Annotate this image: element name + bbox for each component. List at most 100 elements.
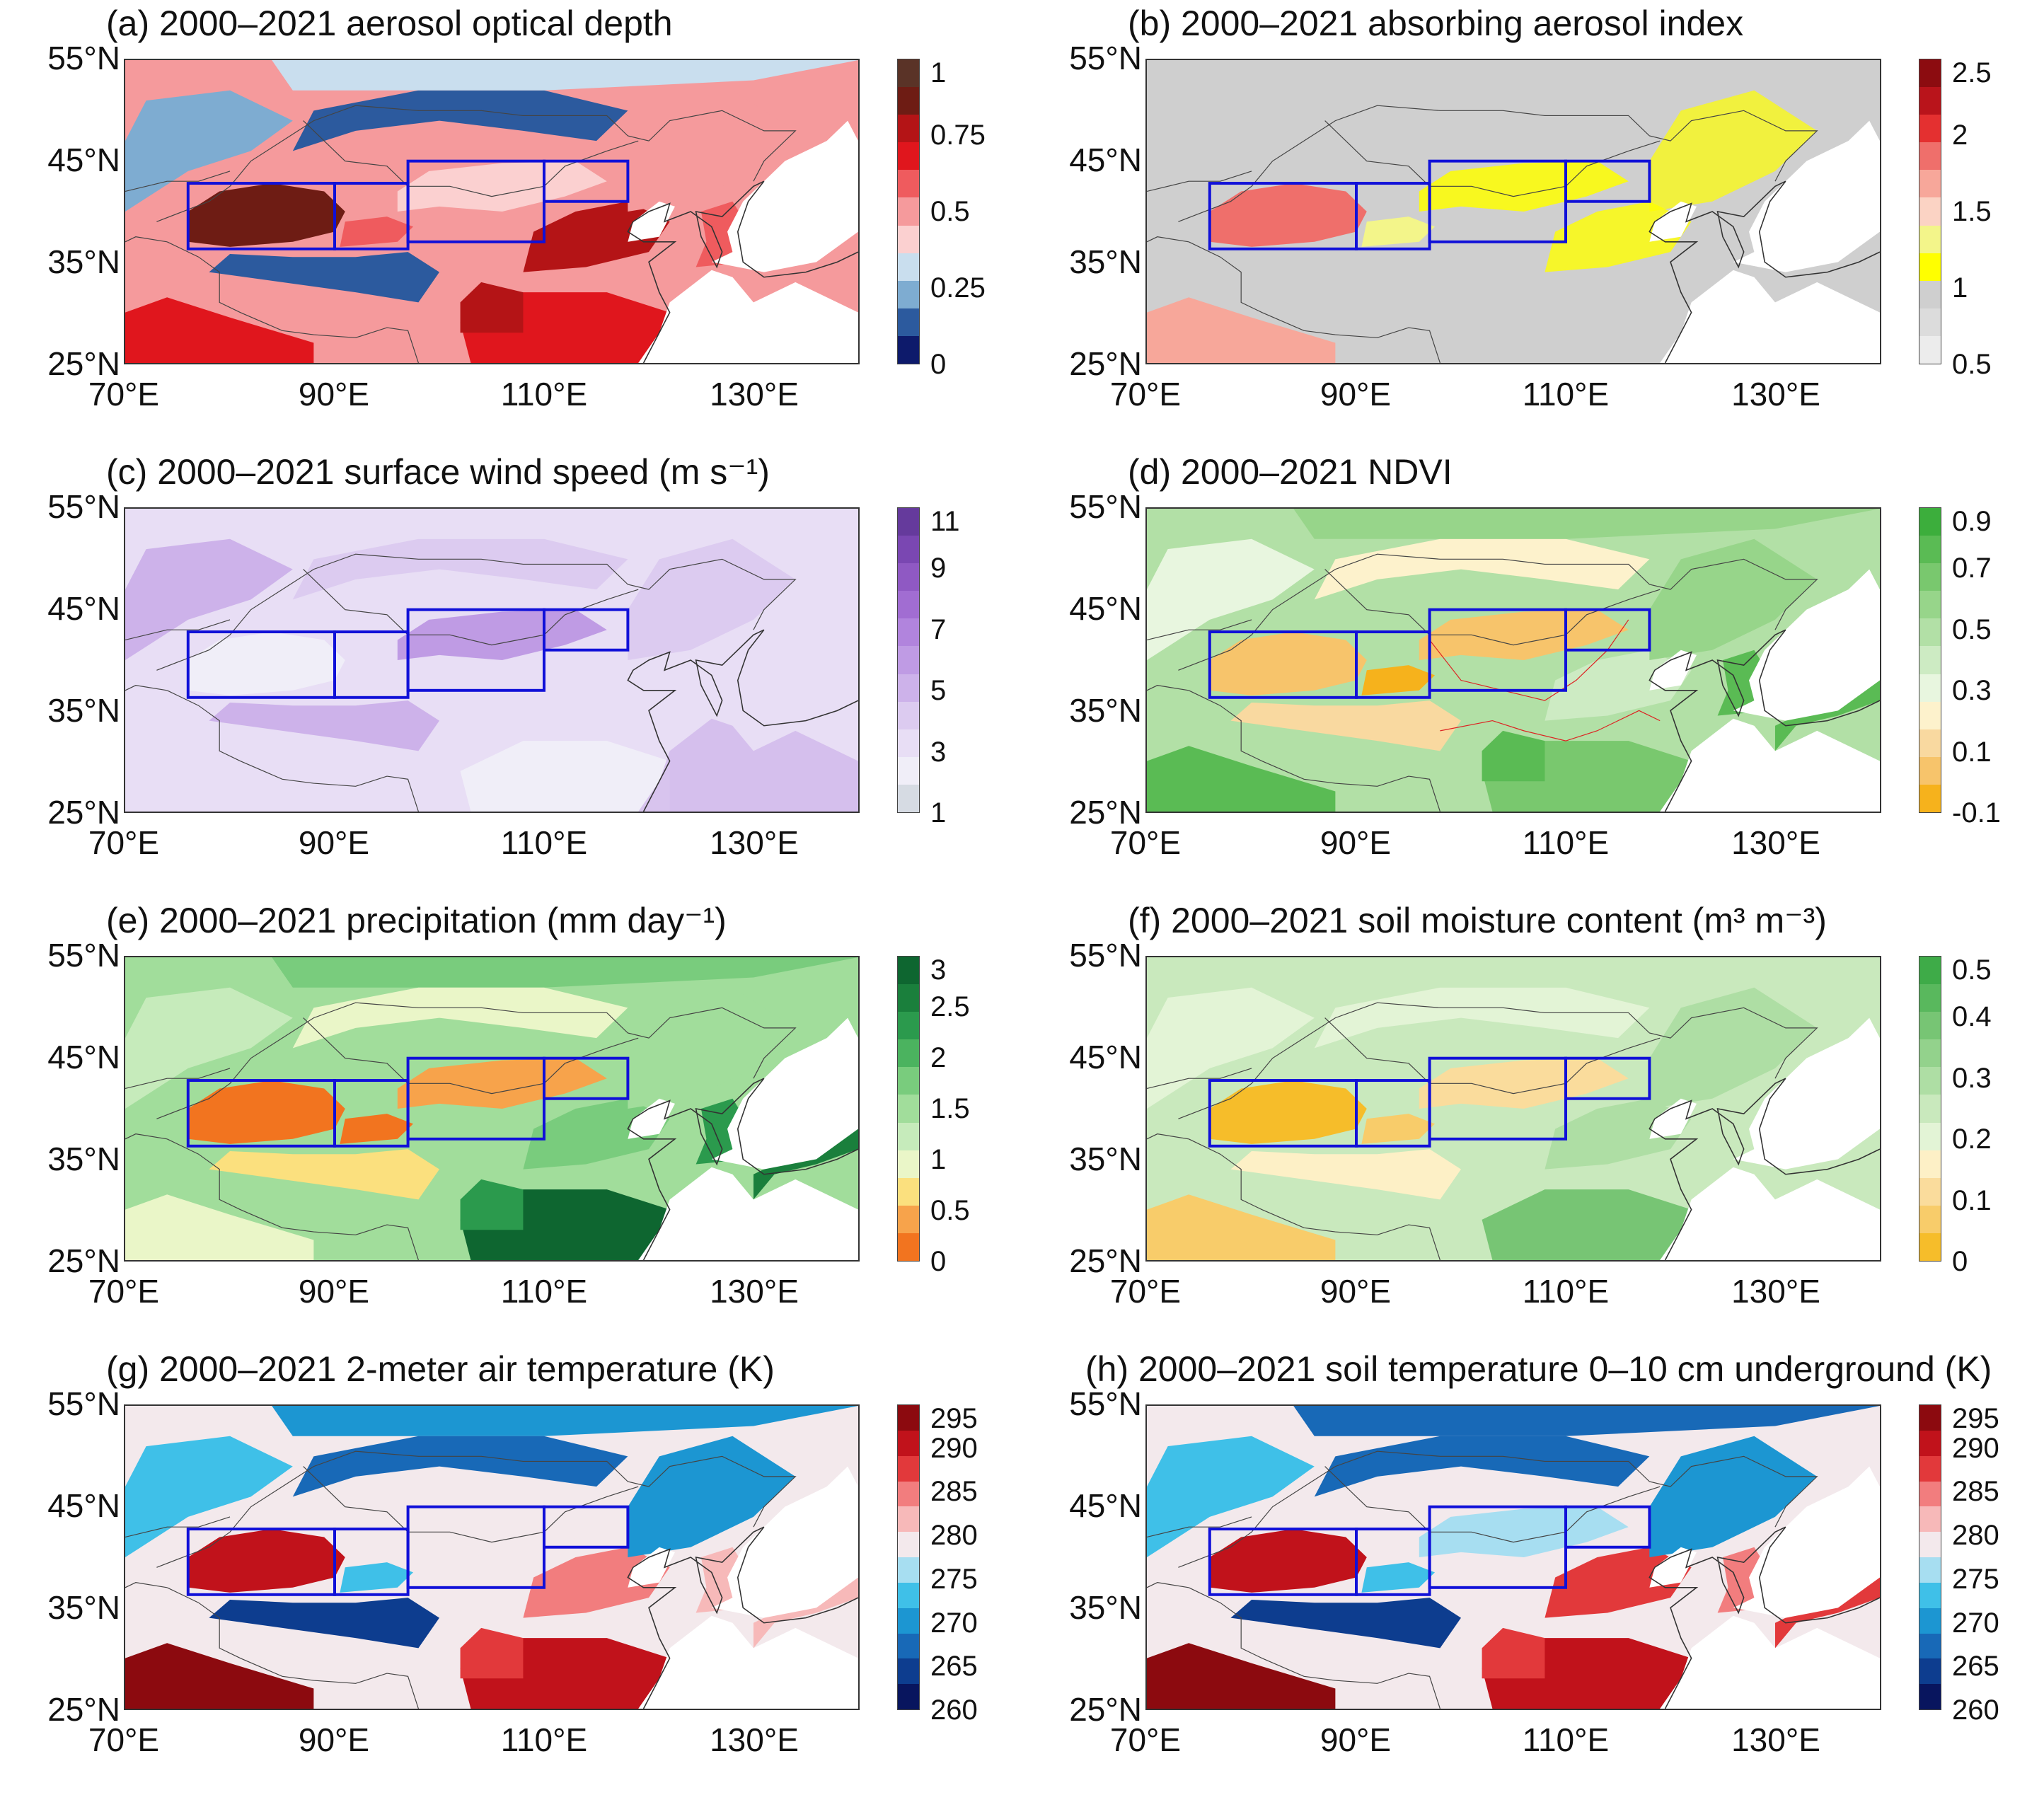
field-mongolia bbox=[292, 987, 628, 1049]
colorbar-segment bbox=[898, 1067, 919, 1095]
lon-tick-label: 90°E bbox=[1320, 824, 1392, 861]
field-tarim bbox=[187, 1080, 345, 1144]
study-region-box bbox=[543, 608, 630, 652]
lon-tick-label: 110°E bbox=[500, 1721, 588, 1758]
lat-tick-label: 45°N bbox=[1069, 1039, 1142, 1075]
ocean-sea1 bbox=[1660, 1615, 1880, 1709]
lat-tick-label: 35°N bbox=[47, 692, 120, 729]
field-gobi bbox=[397, 1058, 607, 1109]
ocean-sea2 bbox=[1649, 650, 1697, 691]
map-field bbox=[1147, 509, 1880, 812]
country-border bbox=[156, 105, 797, 222]
field-nchina bbox=[1544, 201, 1692, 272]
map-area bbox=[1145, 956, 1881, 1262]
map-field bbox=[1147, 60, 1880, 363]
colorbar-segment bbox=[1919, 507, 1941, 536]
colorbar-segment bbox=[1919, 1205, 1941, 1233]
field-mongolia bbox=[292, 538, 628, 600]
colorbar-label: 0 bbox=[930, 349, 947, 380]
country-border bbox=[166, 1587, 419, 1709]
lat-tick-label: 35°N bbox=[47, 1141, 120, 1177]
lat-tick-label: 55°N bbox=[1069, 40, 1142, 76]
colorbar-label: 0.4 bbox=[1952, 1001, 1992, 1033]
colorbar-segment bbox=[898, 646, 919, 674]
ocean-sea2 bbox=[628, 1098, 675, 1139]
field-qaidam bbox=[1361, 1114, 1436, 1144]
lat-tick-label: 35°N bbox=[47, 1589, 120, 1626]
field-india bbox=[125, 1643, 314, 1709]
field-qaidam bbox=[1361, 1562, 1436, 1593]
country-border bbox=[125, 1516, 231, 1538]
lat-tick-label: 55°N bbox=[1069, 1385, 1142, 1422]
colorbar-segment bbox=[1919, 984, 1941, 1012]
lat-tick-label: 25°N bbox=[47, 1242, 120, 1279]
colorbar-label: 2.5 bbox=[930, 991, 970, 1022]
colorbar-label: 1.5 bbox=[1952, 196, 1992, 227]
colorbar-label: 1 bbox=[930, 1144, 947, 1175]
country-border bbox=[1188, 241, 1440, 363]
field-sea1 bbox=[638, 718, 858, 812]
field-sichuan bbox=[460, 1179, 524, 1230]
colorbar-label: 275 bbox=[1952, 1563, 1999, 1595]
country-border bbox=[1147, 619, 1252, 641]
country-border bbox=[166, 1138, 419, 1260]
study-region-box bbox=[1564, 159, 1651, 203]
colorbar-label: 0.7 bbox=[1952, 553, 1992, 584]
lon-tick-label: 70°E bbox=[88, 1273, 160, 1310]
lon-tick-label: 70°E bbox=[88, 824, 160, 861]
colorbar-label: 260 bbox=[930, 1695, 978, 1726]
country-border bbox=[1178, 1002, 1818, 1119]
field-tarim bbox=[187, 183, 345, 247]
colorbar-segment bbox=[898, 1557, 919, 1583]
field-mongolia bbox=[1314, 987, 1650, 1049]
colorbar-label: 2 bbox=[930, 1042, 947, 1073]
coastline bbox=[1649, 180, 1880, 363]
lon-tick-label: 70°E bbox=[1109, 1273, 1182, 1310]
colorbar-segment bbox=[898, 1532, 919, 1558]
colorbar-segment bbox=[898, 1481, 919, 1507]
colorbar-label: -0.1 bbox=[1952, 797, 2001, 829]
lat-tick-label: 25°N bbox=[1069, 1242, 1142, 1279]
map-field bbox=[125, 509, 858, 812]
colorbar-segment bbox=[898, 1608, 919, 1634]
colorbar bbox=[1919, 507, 1941, 813]
lat-tick-label: 45°N bbox=[47, 1487, 120, 1524]
study-region-box bbox=[543, 159, 630, 203]
lat-tick-label: 35°N bbox=[1069, 692, 1142, 729]
country-border bbox=[1147, 685, 1189, 691]
colorbar-segment bbox=[898, 956, 919, 985]
field-nchina bbox=[523, 201, 670, 272]
lat-tick-label: 35°N bbox=[1069, 1141, 1142, 1177]
country-border bbox=[1147, 236, 1189, 243]
colorbar-segment bbox=[898, 1405, 919, 1431]
ocean-sea2 bbox=[1649, 1547, 1697, 1588]
colorbar-segment bbox=[1919, 335, 1941, 364]
field-tibet bbox=[1230, 1149, 1461, 1200]
panel-title: (c) 2000–2021 surface wind speed (m s⁻¹) bbox=[106, 452, 770, 492]
colorbar-label: 270 bbox=[930, 1607, 978, 1639]
country-border bbox=[1178, 1450, 1818, 1568]
field-gobi bbox=[1419, 609, 1629, 660]
lat-tick-label: 25°N bbox=[1069, 794, 1142, 831]
coastline bbox=[627, 1078, 858, 1260]
lon-tick-label: 90°E bbox=[298, 824, 370, 861]
colorbar-label: 0.1 bbox=[1952, 736, 1992, 768]
country-border bbox=[125, 236, 168, 243]
colorbar-label: 0.5 bbox=[1952, 349, 1992, 380]
country-border bbox=[125, 685, 168, 691]
colorbar-segment bbox=[1919, 280, 1941, 308]
lon-tick-label: 110°E bbox=[500, 824, 588, 861]
lon-tick-label: 130°E bbox=[1731, 1273, 1820, 1310]
lat-tick-label: 25°N bbox=[47, 794, 120, 831]
country-border bbox=[1147, 1133, 1189, 1140]
study-region-box bbox=[1564, 608, 1651, 652]
country-border bbox=[125, 171, 231, 192]
ocean-sea1 bbox=[638, 1167, 858, 1260]
colorbar-segment bbox=[898, 1506, 919, 1533]
colorbar-label: 285 bbox=[930, 1476, 978, 1508]
colorbar-segment bbox=[1919, 701, 1941, 729]
study-region-box bbox=[1564, 1505, 1651, 1549]
ocean-sea2 bbox=[628, 201, 675, 242]
colorbar-segment bbox=[1919, 142, 1941, 171]
